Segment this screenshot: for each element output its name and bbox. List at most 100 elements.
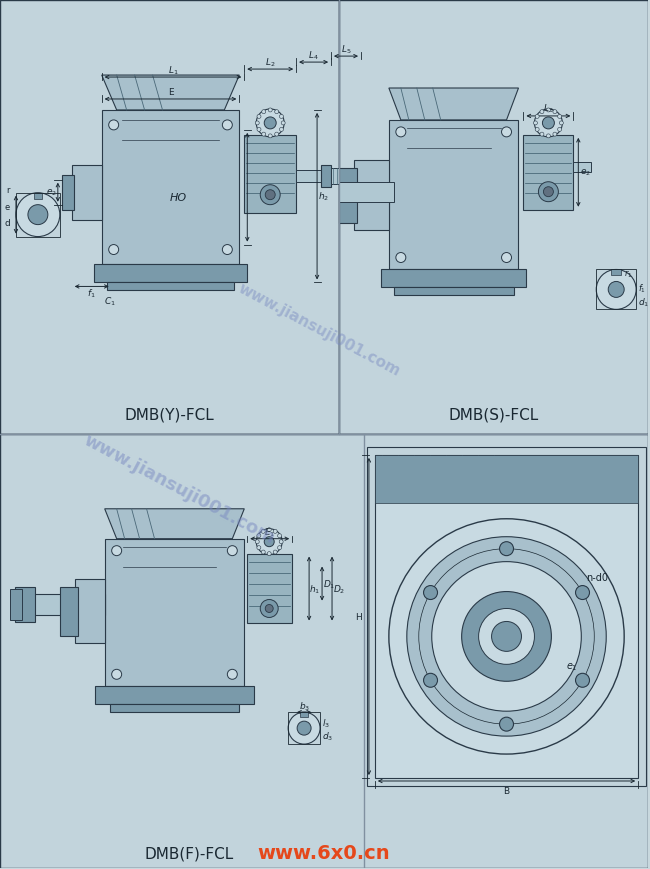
Circle shape	[396, 128, 406, 137]
Circle shape	[260, 600, 278, 618]
Polygon shape	[101, 76, 239, 111]
Text: $C_1$: $C_1$	[104, 295, 116, 308]
Text: E: E	[168, 89, 174, 97]
Text: HO: HO	[170, 192, 187, 202]
Circle shape	[112, 546, 122, 556]
Text: DMB(F)-FCL: DMB(F)-FCL	[145, 846, 234, 860]
Circle shape	[534, 122, 538, 126]
Circle shape	[257, 129, 261, 132]
Bar	[339, 169, 357, 223]
Bar	[110, 705, 239, 713]
Circle shape	[109, 245, 119, 255]
Circle shape	[280, 116, 283, 119]
Bar	[611, 270, 621, 276]
Circle shape	[281, 122, 285, 126]
Text: $f_1$: $f_1$	[87, 287, 96, 299]
Polygon shape	[389, 89, 519, 121]
Circle shape	[553, 110, 557, 115]
Bar	[72, 166, 101, 221]
Text: n-d0: n-d0	[586, 572, 608, 582]
Bar	[0, 1, 339, 434]
Bar	[62, 176, 74, 210]
Text: DMB(S)-FCL: DMB(S)-FCL	[448, 407, 539, 422]
Circle shape	[462, 592, 551, 681]
Bar	[10, 589, 22, 620]
Circle shape	[278, 534, 281, 538]
Text: $L_2$: $L_2$	[265, 56, 276, 70]
Circle shape	[257, 546, 261, 550]
Circle shape	[478, 609, 534, 665]
Circle shape	[547, 135, 551, 139]
Bar	[244, 136, 296, 214]
Circle shape	[275, 133, 279, 137]
Circle shape	[502, 128, 512, 137]
Bar	[0, 434, 648, 868]
Bar	[60, 587, 78, 637]
Circle shape	[407, 537, 606, 736]
Bar	[288, 713, 320, 744]
Circle shape	[558, 116, 562, 119]
Circle shape	[608, 282, 624, 298]
Circle shape	[256, 529, 282, 555]
Circle shape	[265, 118, 276, 129]
Circle shape	[255, 540, 259, 544]
Text: B: B	[504, 786, 510, 795]
Text: www.6x0.cn: www.6x0.cn	[258, 843, 391, 862]
Circle shape	[424, 586, 437, 600]
Circle shape	[432, 562, 581, 712]
Circle shape	[500, 717, 514, 732]
Circle shape	[227, 546, 237, 556]
Text: H: H	[356, 613, 362, 621]
Circle shape	[542, 118, 554, 129]
Text: $L_1$: $L_1$	[168, 64, 178, 77]
Circle shape	[553, 133, 557, 137]
Bar	[354, 161, 389, 230]
Circle shape	[560, 122, 564, 126]
Circle shape	[534, 109, 562, 137]
Circle shape	[268, 135, 272, 139]
Circle shape	[112, 669, 122, 680]
Text: $E_1$: $E_1$	[264, 526, 276, 539]
Circle shape	[255, 122, 259, 126]
Text: e: e	[5, 203, 10, 212]
Circle shape	[280, 540, 283, 544]
Text: $r_1$: $r_1$	[624, 269, 632, 280]
Circle shape	[547, 109, 551, 113]
Circle shape	[596, 270, 636, 310]
Circle shape	[265, 605, 273, 613]
Circle shape	[502, 253, 512, 263]
Bar	[300, 713, 308, 717]
Bar	[30, 594, 105, 616]
Circle shape	[261, 550, 265, 554]
Circle shape	[543, 188, 553, 197]
Circle shape	[267, 552, 271, 556]
Circle shape	[109, 121, 119, 130]
Bar	[101, 111, 239, 265]
Circle shape	[424, 673, 437, 687]
Circle shape	[500, 542, 514, 556]
Bar	[381, 270, 526, 289]
Circle shape	[540, 133, 544, 137]
Text: $D_1$: $D_1$	[323, 578, 335, 590]
Circle shape	[261, 530, 265, 534]
Bar	[394, 289, 514, 296]
Text: r: r	[6, 186, 10, 195]
Circle shape	[265, 190, 275, 201]
Text: $D_2$: $D_2$	[333, 582, 345, 595]
Circle shape	[396, 253, 406, 263]
Circle shape	[575, 586, 590, 600]
Text: $e_2$: $e_2$	[46, 187, 57, 198]
Circle shape	[268, 109, 272, 113]
Text: $d_1$: $d_1$	[638, 295, 649, 308]
Bar	[321, 166, 331, 188]
Text: $l_3$: $l_3$	[322, 717, 330, 730]
Circle shape	[273, 550, 277, 554]
Circle shape	[297, 721, 311, 735]
Bar	[296, 170, 321, 182]
Bar	[596, 270, 636, 310]
Circle shape	[265, 537, 274, 547]
Circle shape	[535, 129, 539, 132]
Text: $f_1$: $f_1$	[638, 282, 646, 295]
Circle shape	[28, 205, 48, 225]
Text: d: d	[4, 219, 10, 228]
